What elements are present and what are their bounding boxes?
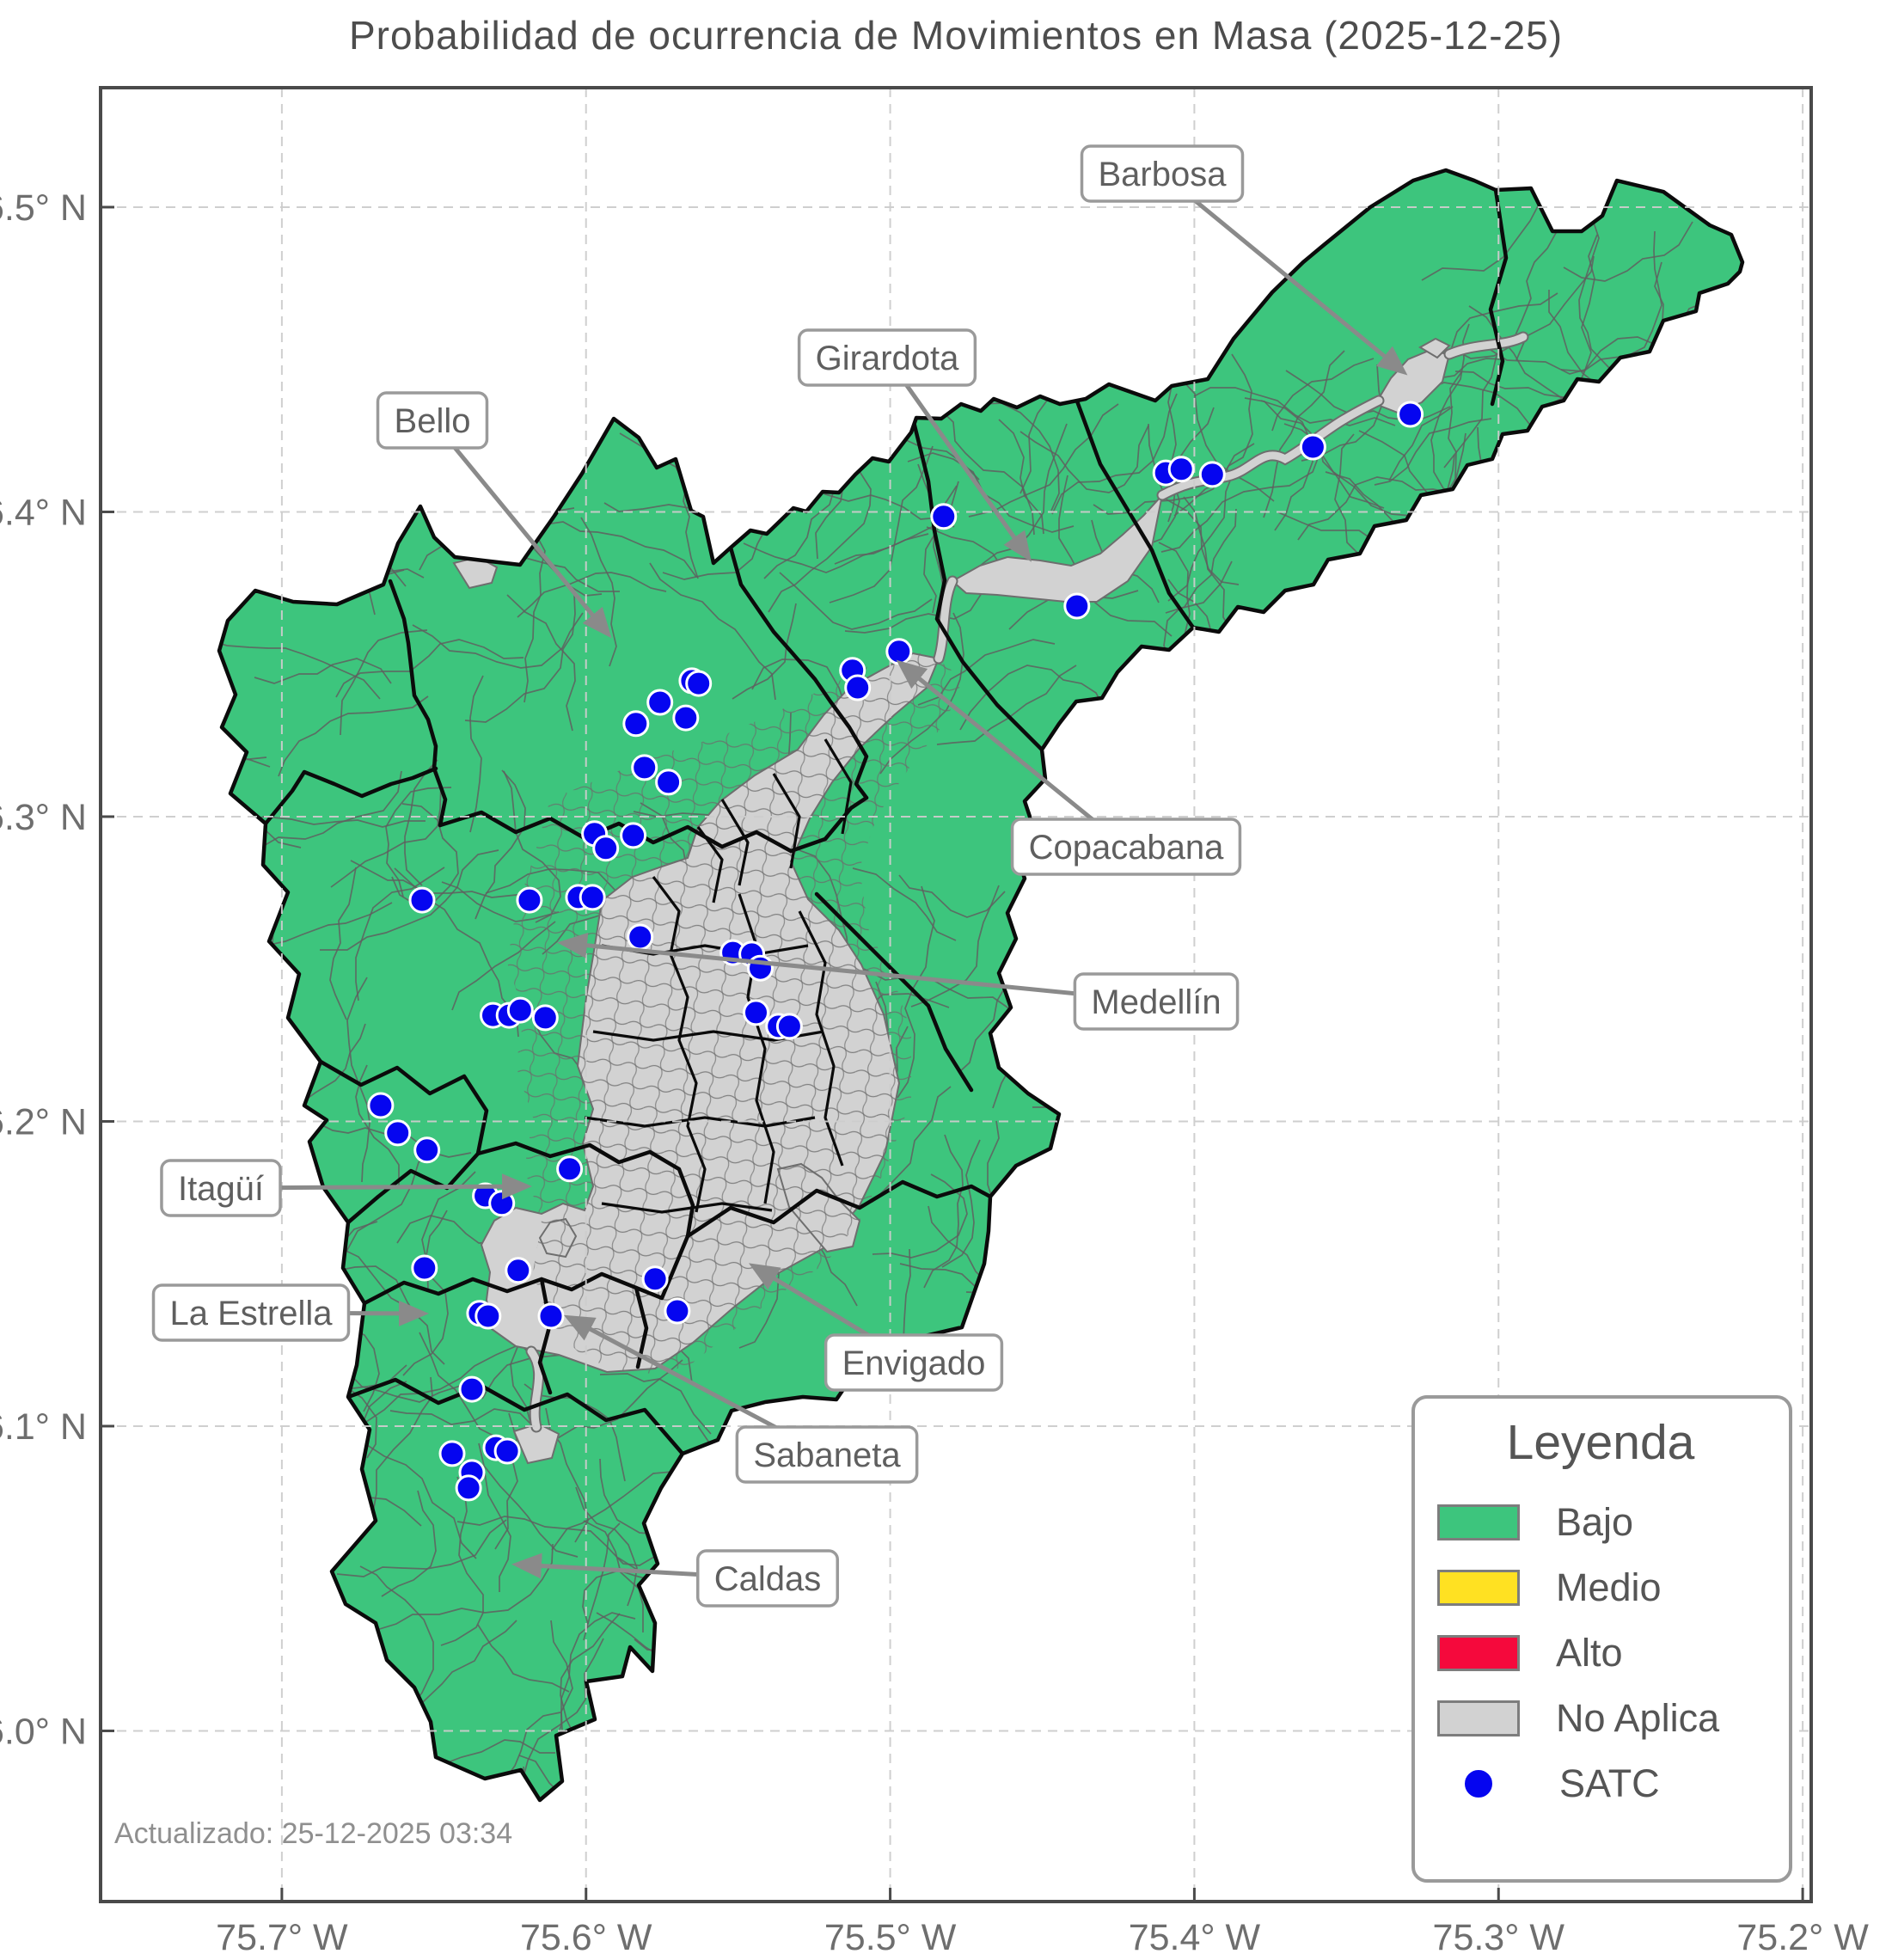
x-tick-label: 75.3° W — [1433, 1917, 1565, 1958]
legend-color-swatch — [1437, 1504, 1520, 1540]
x-tick-label: 75.4° W — [1129, 1917, 1261, 1958]
satc-point[interactable] — [646, 689, 674, 716]
satc-point[interactable] — [516, 886, 543, 914]
y-tick-label: 6.4° N — [0, 492, 87, 533]
plot-frame — [99, 86, 1813, 1903]
y-tick-label: 6.5° N — [0, 187, 87, 229]
svg-text:Barbosa: Barbosa — [1099, 156, 1228, 193]
satc-point[interactable] — [367, 1092, 395, 1119]
satc-point[interactable] — [1299, 433, 1326, 461]
svg-text:Caldas: Caldas — [714, 1560, 822, 1598]
satc-point[interactable] — [413, 1136, 441, 1164]
svg-text:Itagüí: Itagüí — [178, 1170, 264, 1208]
satc-point[interactable] — [627, 923, 654, 951]
satc-point[interactable] — [655, 769, 683, 796]
map-label-la-estrella: La Estrella — [151, 1283, 351, 1342]
svg-text:Girardota: Girardota — [816, 340, 959, 377]
legend-color-swatch — [1437, 1570, 1520, 1606]
svg-text:Bello: Bello — [395, 402, 471, 440]
satc-point[interactable] — [641, 1265, 669, 1293]
satc-point[interactable] — [743, 999, 769, 1026]
map-label-medell-n: Medellín — [1073, 972, 1240, 1031]
map-label-envigado: Envigado — [824, 1333, 1004, 1392]
satc-point[interactable] — [775, 1013, 803, 1040]
legend-item-alto: Alto — [1437, 1620, 1789, 1686]
map-label-copacabana: Copacabana — [1010, 818, 1242, 876]
satc-point[interactable] — [493, 1437, 521, 1465]
satc-point[interactable] — [488, 1190, 516, 1217]
map-label-girardota: Girardota — [797, 328, 977, 387]
satc-point[interactable] — [505, 1257, 532, 1284]
satc-point[interactable] — [537, 1302, 565, 1330]
satc-point[interactable] — [384, 1119, 412, 1147]
satc-point[interactable] — [506, 996, 534, 1024]
svg-text:Copacabana: Copacabana — [1029, 829, 1225, 867]
satc-point[interactable] — [531, 1004, 559, 1032]
legend-item-label: SATC — [1559, 1761, 1660, 1805]
y-tick-label: 6.3° N — [0, 797, 87, 838]
municipal-borders — [263, 187, 1509, 1456]
legend-color-swatch — [1437, 1635, 1520, 1671]
satc-point[interactable] — [556, 1155, 584, 1183]
legend-item-satc: SATC — [1437, 1751, 1789, 1816]
satc-point[interactable] — [592, 835, 620, 862]
x-tick-label: 75.7° W — [216, 1917, 348, 1958]
svg-text:Sabaneta: Sabaneta — [753, 1436, 901, 1474]
satc-point[interactable] — [455, 1474, 482, 1502]
legend-item-medio: Medio — [1437, 1555, 1789, 1620]
legend-item-no-aplica: No Aplica — [1437, 1686, 1789, 1751]
map-label-barbosa: Barbosa — [1080, 144, 1245, 203]
x-tick-label: 75.6° W — [520, 1917, 652, 1958]
satc-point[interactable] — [631, 754, 658, 781]
legend-title: Leyenda — [1506, 1415, 1695, 1470]
satc-point[interactable] — [930, 503, 958, 530]
satc-point[interactable] — [685, 670, 713, 697]
svg-text:Medellín: Medellín — [1091, 983, 1221, 1021]
legend-item-label: No Aplica — [1556, 1696, 1720, 1740]
municipality-labels: Barbosa Girardota Bello Copacabana Medellín I… — [151, 144, 1408, 1608]
satc-point[interactable] — [885, 638, 913, 665]
updated-timestamp: Actualizado: 25-12-2025 03:34 — [114, 1817, 513, 1850]
map-label-bello: Bello — [376, 391, 489, 450]
satc-point[interactable] — [1063, 592, 1091, 620]
legend-item-label: Bajo — [1556, 1500, 1634, 1544]
gridlines — [101, 88, 1811, 1902]
legend-item-label: Medio — [1556, 1565, 1662, 1609]
satc-point[interactable] — [622, 710, 650, 738]
legend-dot-marker — [1463, 1768, 1494, 1799]
satc-point[interactable] — [672, 704, 700, 732]
satc-point[interactable] — [1167, 456, 1195, 483]
satc-point[interactable] — [844, 674, 872, 701]
y-tick-label: 6.0° N — [0, 1711, 87, 1752]
satc-point[interactable] — [579, 884, 606, 911]
satc-point[interactable] — [438, 1440, 466, 1467]
satc-point[interactable] — [1397, 401, 1424, 428]
legend-item-label: Alto — [1556, 1631, 1623, 1675]
axis-ticks: 75.7° W 75.6° W 75.5° W 75.4° W 75.3° W 75.2°… — [0, 187, 1869, 1958]
svg-text:La Estrella: La Estrella — [170, 1295, 334, 1332]
map-label-itag-: Itagüí — [160, 1159, 282, 1217]
satc-point[interactable] — [475, 1302, 502, 1330]
x-tick-label: 75.5° W — [824, 1917, 957, 1958]
legend-color-swatch — [1437, 1700, 1520, 1736]
region-outline — [217, 168, 1745, 1803]
satc-point[interactable] — [408, 886, 436, 914]
page-title: Probabilidad de ocurrencia de Movimiento… — [348, 13, 1564, 58]
satc-point[interactable] — [620, 822, 647, 849]
svg-text:Envigado: Envigado — [842, 1344, 986, 1382]
legend-rows: Bajo Medio Alto No Aplica SATC — [1437, 1490, 1789, 1816]
y-tick-label: 6.2° N — [0, 1101, 87, 1142]
x-tick-label: 75.2° W — [1736, 1917, 1869, 1958]
legend: Leyenda Bajo Medio Alto No Aplica SATC — [1411, 1395, 1792, 1883]
satc-point[interactable] — [411, 1254, 438, 1282]
map-label-caldas: Caldas — [695, 1549, 840, 1608]
satc-point[interactable] — [664, 1297, 691, 1325]
satc-point[interactable] — [458, 1375, 486, 1403]
y-tick-label: 6.1° N — [0, 1406, 87, 1448]
satc-point[interactable] — [1198, 461, 1226, 488]
legend-item-bajo: Bajo — [1437, 1490, 1789, 1555]
map-label-sabaneta: Sabaneta — [735, 1425, 919, 1484]
